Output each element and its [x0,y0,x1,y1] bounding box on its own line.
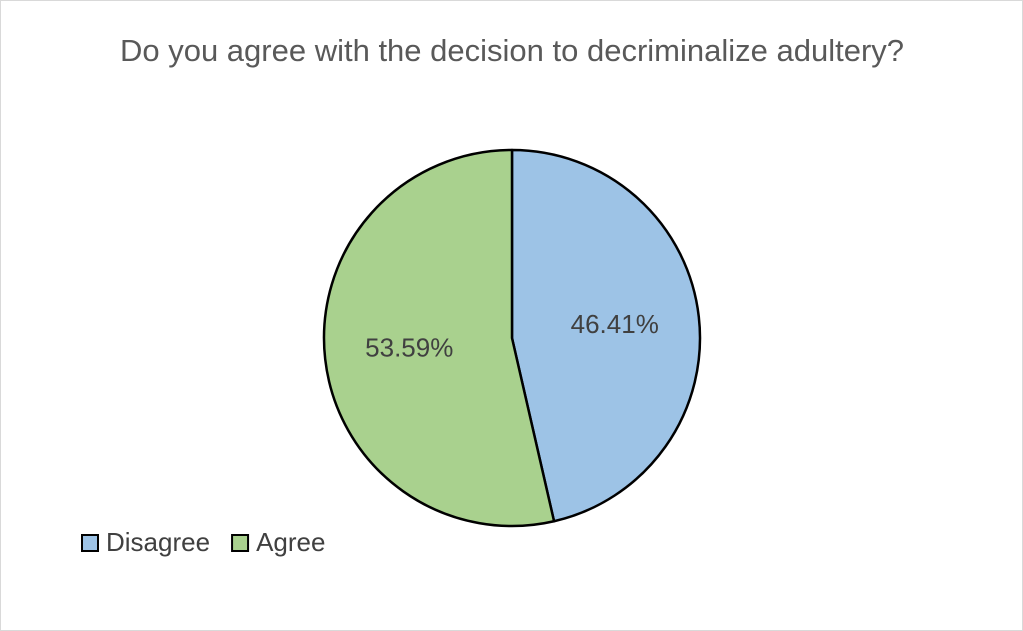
legend-label: Disagree [106,527,210,557]
pie-slice [510,148,702,523]
legend-swatch [81,534,99,552]
chart-title: Do you agree with the decision to decrim… [119,33,905,68]
data-label: 53.59% [365,333,453,363]
legend-swatch [231,534,250,552]
legend-label: Agree [256,527,325,557]
pie-slice [322,148,556,528]
data-label: 46.41% [571,309,659,339]
